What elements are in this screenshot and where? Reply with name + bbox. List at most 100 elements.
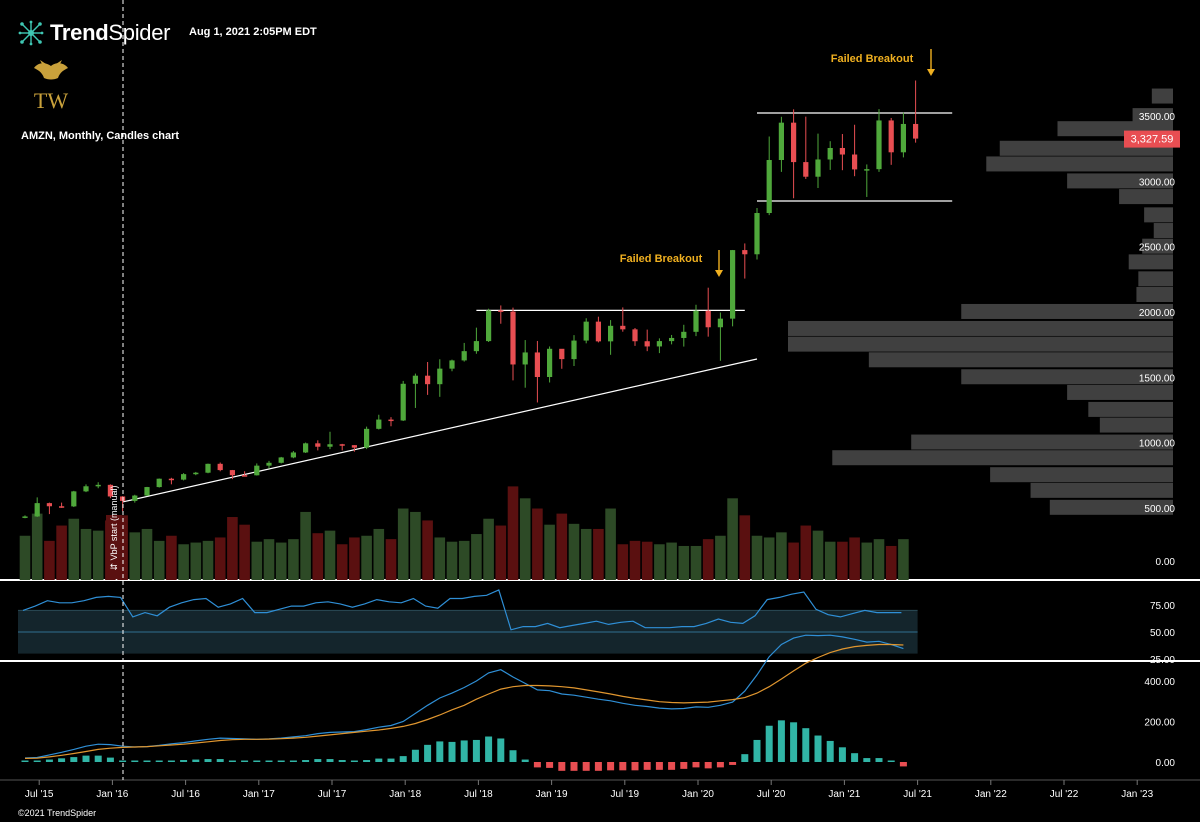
candle-body <box>498 310 504 312</box>
macd-histogram-bar <box>192 759 200 762</box>
candle-body <box>83 486 89 492</box>
macd-histogram-bar <box>70 757 78 762</box>
rsi-line <box>22 589 902 631</box>
macd-histogram-bar <box>899 762 907 767</box>
volume-tick-label: 0.00 <box>1156 557 1176 568</box>
x-tick-label: Jul '16 <box>171 789 200 800</box>
volume-bar <box>251 541 263 580</box>
candle-body <box>608 325 614 342</box>
candle-body <box>669 337 675 342</box>
volume-bar <box>19 535 31 580</box>
volume-profile-bar <box>1067 384 1173 400</box>
macd-histogram-bar <box>680 762 688 769</box>
macd-histogram-bar <box>82 755 90 762</box>
macd-histogram-bar <box>533 762 541 768</box>
macd-histogram-bar <box>521 759 529 762</box>
macd-histogram-bar <box>655 762 663 770</box>
candle-body <box>425 375 431 385</box>
volume-bar <box>410 511 421 580</box>
volume-profile-bar <box>832 450 1173 466</box>
candle-body <box>595 321 601 342</box>
ticker-title: AMZN, Monthly, Candles chart <box>21 130 180 142</box>
volume-profile-bar <box>1049 499 1173 515</box>
candle-body <box>181 474 187 480</box>
candle-body <box>254 465 260 476</box>
macd-panel <box>21 634 907 771</box>
volume-bar <box>519 498 531 580</box>
macd-tick-label: 0.00 <box>1156 758 1176 769</box>
macd-histogram-bar <box>326 759 334 762</box>
macd-histogram-bar <box>826 740 834 762</box>
candle-body <box>632 329 638 342</box>
trendspider-brand: TrendSpider <box>18 20 171 46</box>
macd-histogram-bar <box>216 759 224 762</box>
last-price-badge <box>1124 130 1180 148</box>
macd-histogram-bar <box>277 760 285 762</box>
macd-histogram-bar <box>485 736 493 762</box>
brand-name: TrendSpider <box>50 20 171 46</box>
price-tick-label: 2000.00 <box>1139 308 1176 319</box>
rsi-tick-label: 75.00 <box>1150 601 1175 612</box>
macd-histogram-bar <box>472 739 480 762</box>
macd-histogram-bar <box>729 762 737 765</box>
volume-bar <box>44 540 55 580</box>
macd-histogram-bar <box>350 760 358 762</box>
macd-histogram-bar <box>851 753 859 762</box>
macd-histogram-bar <box>777 720 785 762</box>
candle-body <box>351 445 357 448</box>
macd-histogram-bar <box>460 740 468 762</box>
candle-body <box>583 321 589 341</box>
volume-bar <box>617 544 629 580</box>
macd-histogram-bar <box>643 762 651 770</box>
volume-bar <box>434 537 446 580</box>
candle-body <box>132 495 138 501</box>
volume-profile-bar <box>1128 254 1173 270</box>
macd-histogram-bar <box>241 760 249 762</box>
macd-histogram-bar <box>716 762 724 768</box>
rsi-panel <box>18 589 918 654</box>
volume-bar <box>715 535 726 580</box>
volume-bar <box>544 524 555 580</box>
volume-bar <box>300 511 311 580</box>
candle-body <box>754 213 760 255</box>
volume-profile-bar <box>1099 417 1173 433</box>
macd-histogram-bar <box>338 760 346 762</box>
tw-logo-text: TW <box>34 88 68 113</box>
macd-histogram-bar <box>558 762 566 771</box>
candle-body <box>339 444 345 446</box>
volume-layer <box>19 486 909 580</box>
macd-histogram-bar <box>265 760 273 762</box>
candle-body <box>303 443 309 453</box>
volume-profile-bar <box>961 303 1173 319</box>
macd-histogram-bar <box>753 739 761 762</box>
candle-body <box>913 123 919 139</box>
x-tick-label: Jul '20 <box>757 789 786 800</box>
volume-bar <box>227 517 238 580</box>
volume-bar <box>800 525 812 580</box>
price-tick-label: 500.00 <box>1144 504 1175 515</box>
macd-histogram-bar <box>692 762 700 768</box>
macd-histogram-bar <box>668 762 676 770</box>
volume-bar <box>678 545 690 580</box>
candle-body <box>571 340 577 360</box>
candle-body <box>364 428 370 448</box>
macd-histogram-bar <box>619 762 627 771</box>
volume-bar <box>361 535 372 580</box>
candle-body <box>144 487 150 496</box>
volume-profile-bar <box>990 467 1173 483</box>
macd-histogram-bar <box>863 758 871 762</box>
candle-body <box>449 360 455 369</box>
failed-breakout-arrow-head <box>715 270 723 277</box>
macd-histogram-bar <box>582 762 590 771</box>
candle-body <box>229 470 235 476</box>
x-tick-label: Jan '19 <box>536 789 568 800</box>
signal-line <box>24 643 904 759</box>
macd-histogram-bar <box>509 750 517 762</box>
chart-datetime: Aug 1, 2021 2:05PM EDT <box>189 26 317 38</box>
candle-body <box>791 122 797 163</box>
candle-body <box>437 368 443 385</box>
tw-logo-icon: TW <box>34 60 68 113</box>
volume-profile-bar <box>1151 88 1173 104</box>
volume-bar <box>324 530 336 580</box>
